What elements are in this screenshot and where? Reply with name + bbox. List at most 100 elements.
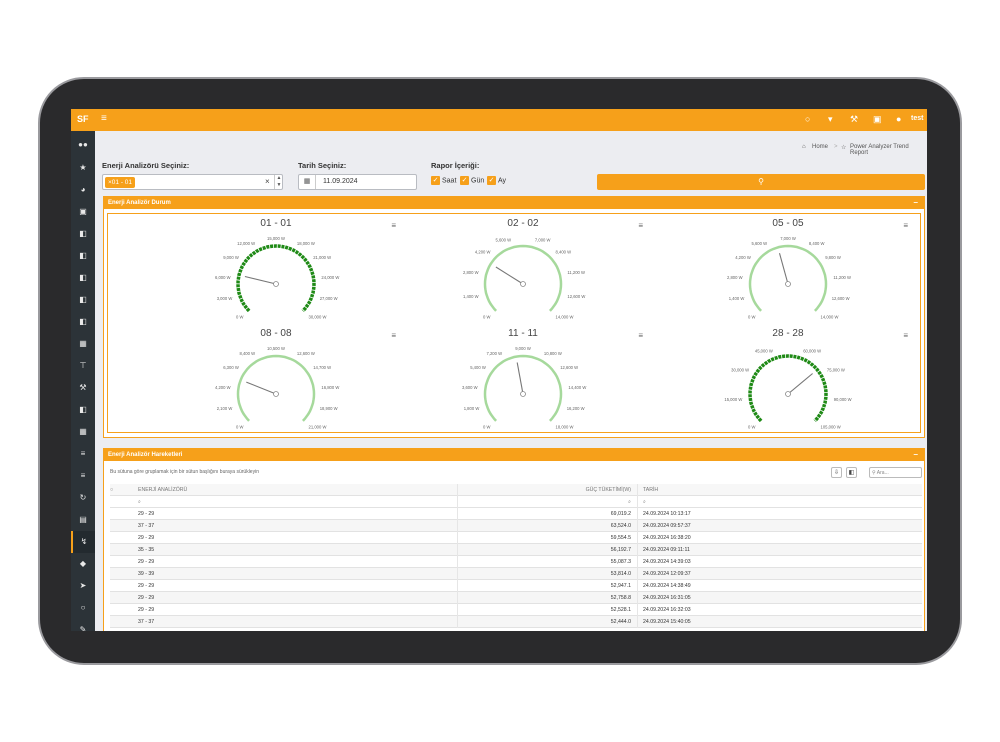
calendar-icon[interactable]: ▦ [299, 175, 316, 189]
pencil-icon[interactable]: ✎ [79, 625, 87, 631]
collapse-icon[interactable]: – [913, 450, 918, 459]
gauge-tick-label: 5,600 W [495, 238, 511, 243]
cell [110, 496, 134, 508]
chart-menu-icon[interactable]: ≡ [903, 331, 908, 340]
search-button[interactable]: ⚲ [597, 174, 925, 190]
chart-menu-icon[interactable]: ≡ [391, 221, 396, 230]
copy-icon[interactable]: ◧ [79, 405, 87, 414]
book-icon[interactable]: ▤ [79, 515, 87, 524]
cell: ⌕ [138, 496, 458, 508]
spinner-icon[interactable]: ▲ ▼ [274, 175, 283, 189]
sitemap-icon[interactable]: ⊤ [79, 361, 87, 370]
copy-icon[interactable]: ◧ [79, 273, 87, 282]
brand-logo[interactable]: SF [77, 114, 89, 124]
cube-icon[interactable]: ◆ [79, 559, 87, 568]
check-icon[interactable]: ✓ [487, 176, 496, 185]
cell: 52,528.1 [464, 604, 638, 616]
refresh-icon[interactable]: ↻ [79, 493, 87, 502]
send-icon[interactable]: ➤ [79, 581, 87, 590]
date-value[interactable]: 11.09.2024 [323, 178, 358, 185]
copy-icon[interactable]: ◧ [79, 295, 87, 304]
cell [110, 544, 134, 556]
users-icon[interactable]: ●● [78, 140, 88, 149]
cell: 52,947.1 [464, 580, 638, 592]
cell: 37 - 37 [138, 616, 458, 628]
menu-toggle-icon[interactable]: ≡ [101, 113, 107, 124]
bell-icon[interactable]: ▾ [828, 114, 833, 124]
cell: 24.09.2024 09:57:37 [643, 523, 691, 529]
tag-remove-icon[interactable]: × [108, 179, 112, 186]
date-field[interactable]: ▦ 11.09.2024 [298, 174, 417, 190]
table-row[interactable]: 29 - 29 52,758.8 24.09.2024 16:31:05 [110, 592, 922, 604]
clear-icon[interactable]: × [265, 177, 270, 186]
dashboard-icon[interactable]: ◕ [80, 185, 86, 194]
chart-menu-icon[interactable]: ≡ [638, 331, 643, 340]
table-row[interactable]: 37 - 37 63,524.0 24.09.2024 09:57:37 [110, 520, 922, 532]
chart-menu-icon[interactable]: ≡ [391, 331, 396, 340]
table-row[interactable]: 29 - 29 52,528.1 24.09.2024 16:32:03 [110, 604, 922, 616]
table-row[interactable]: 37 - 37 52,444.0 24.09.2024 15:40:05 [110, 616, 922, 628]
cell: ⌕ [643, 499, 646, 505]
gauge-title: 02 - 02 [507, 218, 539, 229]
chat-icon[interactable]: ○ [805, 114, 811, 124]
cell: ENERJİ ANALİZÖRÜ [138, 484, 458, 496]
gauge-hub [785, 391, 791, 397]
cell: 29 - 29 [138, 556, 458, 568]
cell [110, 508, 134, 520]
list-icon[interactable]: ≡ [80, 471, 86, 480]
checkbox-gun[interactable]: ✓ Gün [460, 176, 485, 185]
gauge-title: 28 - 28 [772, 328, 804, 339]
cell: 59,554.5 [464, 532, 638, 544]
check-icon[interactable]: ✓ [431, 176, 440, 185]
checkbox-saat[interactable]: ✓ Saat [431, 176, 457, 185]
table-row[interactable]: 29 - 29 59,554.5 24.09.2024 16:38:20 [110, 532, 922, 544]
gauge-4: 11 - 11 ≡ 0 W 1,800 W 3,600 W 5,400 W 7,200 W 9… [403, 328, 643, 438]
cell: 37 - 37 [138, 520, 458, 532]
cell [110, 616, 134, 628]
list-icon[interactable]: ≡ [80, 449, 86, 458]
checkbox-ay[interactable]: ✓ Ay [487, 176, 507, 185]
grid-search-input[interactable]: ⚲ Ara... [869, 467, 922, 478]
analyzer-tag[interactable]: ×01 - 01 [105, 177, 136, 188]
grid-filter-row[interactable]: ⌕ ⌕ ⌕ [110, 496, 922, 508]
table-row[interactable]: 35 - 35 56,192.7 24.09.2024 09:11:11 [110, 544, 922, 556]
breadcrumb-home[interactable]: Home [812, 144, 829, 150]
gauge-needle [495, 266, 524, 285]
table-row[interactable]: 29 - 29 52,947.1 24.09.2024 14:38:49 [110, 580, 922, 592]
copy-icon[interactable]: ◧ [79, 229, 87, 238]
bolt-icon[interactable]: ↯ [71, 531, 95, 553]
monitor-icon[interactable]: ▣ [79, 207, 87, 216]
cell: 53,814.0 [464, 568, 638, 580]
document-icon[interactable]: ▣ [873, 114, 882, 124]
copy-icon[interactable]: ◧ [79, 251, 87, 260]
check-icon[interactable]: ✓ [460, 176, 469, 185]
chart-menu-icon[interactable]: ≡ [638, 221, 643, 230]
table-row[interactable]: 39 - 39 53,814.0 24.09.2024 12:09:37 [110, 568, 922, 580]
breadcrumb-current: Power Analyzer Trend Report [850, 144, 909, 156]
chat-icon[interactable]: ○ [80, 603, 86, 612]
cell [110, 604, 134, 616]
copy-icon[interactable]: ◧ [79, 317, 87, 326]
calendar-icon[interactable]: ▦ [79, 339, 87, 348]
star-icon[interactable]: ★ [79, 163, 87, 172]
gauge-tick-label: 6,000 W [215, 275, 231, 280]
collapse-icon[interactable]: – [913, 198, 918, 207]
table-row[interactable]: 29 - 29 69,019.2 24.09.2024 10:13:17 [110, 508, 922, 520]
gauge-tick-label: 9,800 W [825, 255, 841, 260]
cell: 56,192.7 [464, 544, 638, 556]
grid-header-row[interactable]: ○ ENERJİ ANALİZÖRÜ GÜÇ TÜKETİMİ(W) TARİH [110, 484, 922, 496]
wrench-icon[interactable]: ⚒ [79, 383, 87, 392]
export-excel-icon[interactable]: ⇩ [831, 467, 842, 478]
table-row[interactable]: 29 - 29 55,087.3 24.09.2024 14:39:03 [110, 556, 922, 568]
cell: 29 - 29 [138, 580, 458, 592]
analyzer-select[interactable]: ×01 - 01 × ▲ ▼ [102, 174, 283, 190]
user-name[interactable]: test [911, 115, 924, 122]
user-icon[interactable]: ● [896, 114, 902, 124]
home-icon[interactable]: ⌂ [802, 144, 806, 150]
chart-menu-icon[interactable]: ≡ [903, 221, 908, 230]
wrench-icon[interactable]: ⚒ [850, 114, 859, 124]
calendar-check-icon[interactable]: ▦ [79, 427, 87, 436]
export-pdf-icon[interactable]: ◧ [846, 467, 857, 478]
gauge-arc [748, 354, 828, 423]
movements-panel: Enerji Analizör Hareketleri – Bu sütuna … [103, 448, 925, 631]
